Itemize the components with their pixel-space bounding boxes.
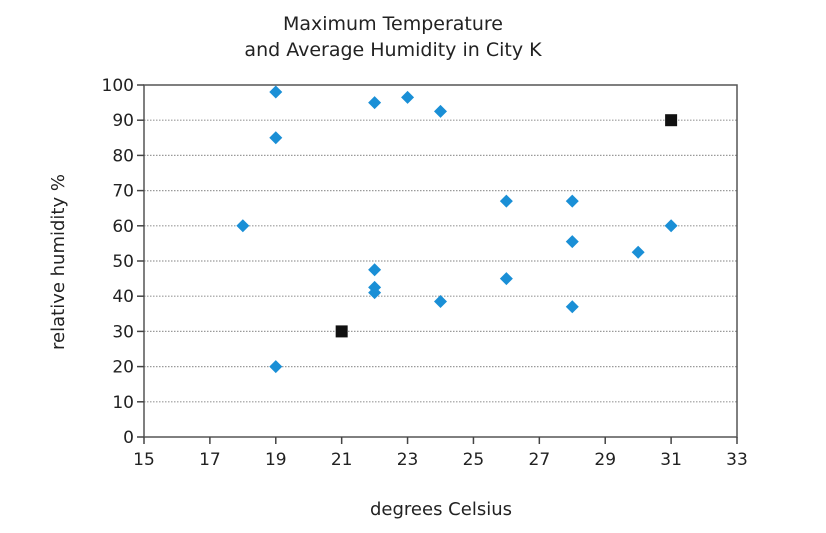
data-point-diamond bbox=[499, 272, 513, 286]
data-point-diamond bbox=[368, 263, 382, 277]
data-point-diamond bbox=[664, 219, 678, 233]
x-tick-label: 21 bbox=[331, 450, 353, 470]
y-tick-label: 10 bbox=[112, 393, 134, 413]
data-point-diamond bbox=[565, 300, 579, 314]
data-points bbox=[236, 85, 678, 374]
data-point-diamond bbox=[368, 96, 382, 110]
x-tick-label: 27 bbox=[529, 450, 551, 470]
chart-title-line-1: Maximum Temperature bbox=[283, 13, 503, 35]
x-axis-label: degrees Celsius bbox=[370, 499, 512, 520]
gridlines bbox=[144, 119, 737, 403]
y-tick-label: 70 bbox=[112, 182, 134, 202]
data-point-diamond bbox=[565, 235, 579, 249]
y-tick-label: 100 bbox=[102, 76, 134, 96]
data-point-diamond bbox=[631, 245, 645, 259]
axis-ticks: 0 10 20 30 40 50 60 70 80 90 100 15 17 19 21 23 25 27 29 31… bbox=[102, 76, 748, 470]
data-point-diamond bbox=[236, 219, 250, 233]
x-tick-label: 17 bbox=[199, 450, 221, 470]
data-point-diamond bbox=[269, 360, 283, 374]
data-point-diamond bbox=[401, 90, 415, 104]
y-tick-label: 40 bbox=[112, 287, 134, 307]
data-point-diamond bbox=[499, 194, 513, 208]
x-tick-label: 15 bbox=[133, 450, 155, 470]
chart-title: Maximum Temperature and Average Humidity… bbox=[244, 13, 542, 61]
x-tick-label: 25 bbox=[463, 450, 485, 470]
data-point-square bbox=[665, 114, 678, 127]
x-tick-label: 33 bbox=[726, 450, 748, 470]
y-tick-label: 0 bbox=[123, 428, 134, 448]
data-point-diamond bbox=[368, 286, 382, 300]
chart-title-line-2: and Average Humidity in City K bbox=[244, 39, 542, 61]
x-tick-label: 19 bbox=[265, 450, 287, 470]
x-tick-label: 29 bbox=[594, 450, 616, 470]
x-tick-label: 31 bbox=[660, 450, 682, 470]
y-tick-label: 30 bbox=[112, 322, 134, 342]
y-tick-label: 20 bbox=[112, 358, 134, 378]
y-tick-label: 90 bbox=[112, 111, 134, 131]
data-point-diamond bbox=[565, 194, 579, 208]
data-point-diamond bbox=[269, 131, 283, 145]
x-tick-label: 23 bbox=[397, 450, 419, 470]
y-tick-label: 60 bbox=[112, 217, 134, 237]
y-tick-label: 80 bbox=[112, 146, 134, 166]
data-point-square bbox=[335, 325, 348, 338]
data-point-diamond bbox=[434, 104, 447, 118]
y-axis-label: relative humidity % bbox=[48, 174, 69, 350]
y-tick-label: 50 bbox=[112, 252, 134, 272]
data-point-diamond bbox=[269, 85, 283, 99]
data-point-diamond bbox=[434, 294, 447, 308]
